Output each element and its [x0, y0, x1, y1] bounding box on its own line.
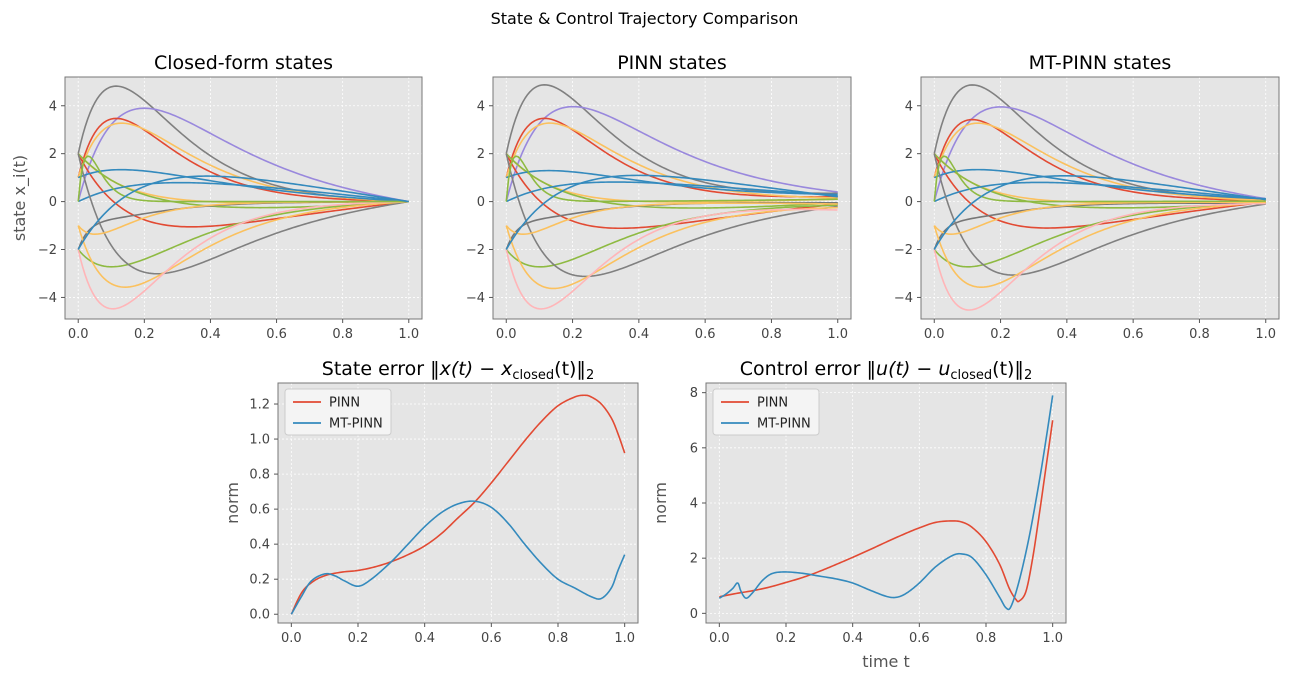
y-tick-label: 4 [905, 99, 913, 114]
y-tick-label: 2 [49, 147, 57, 162]
y-tick-label: 4 [690, 497, 698, 512]
y-tick-label: 0 [690, 607, 698, 622]
figure-suptitle: State & Control Trajectory Comparison [491, 9, 799, 28]
x-tick-label: 0.6 [481, 631, 502, 646]
x-tick-label: 0.4 [200, 327, 221, 342]
x-tick-label: 0.8 [332, 327, 353, 342]
x-tick-label: 0.6 [695, 327, 716, 342]
y-tick-label: 0.8 [249, 468, 270, 483]
y-tick-label: 2 [477, 147, 485, 162]
x-tick-label: 0.2 [348, 631, 369, 646]
x-tick-label: 0.2 [990, 327, 1011, 342]
x-axis-label: time t [862, 652, 910, 671]
x-tick-label: 1.0 [1042, 631, 1063, 646]
x-tick-label: 0.8 [761, 327, 782, 342]
y-tick-label: 0.0 [249, 608, 270, 623]
chart-title: Control error ‖u(t) − uclosed(t)‖2 [740, 358, 1032, 383]
y-tick-label: 0 [477, 195, 485, 210]
x-tick-label: 0.0 [281, 631, 302, 646]
legend-label: PINN [757, 396, 788, 411]
y-tick-label: 0.6 [249, 503, 270, 518]
chart-title: PINN states [617, 52, 727, 74]
x-tick-label: 0.0 [924, 327, 945, 342]
chart-state_err: 0.0 0.2 0.4 0.6 0.8 1.0 0.0 0.2 0.4 0.6 0.8 1.0 1.2 S… [223, 358, 638, 646]
plot-area [493, 77, 851, 319]
chart-title: State error ‖x(t) − xclosed(t)‖2 [322, 358, 594, 383]
legend: PINN MT-PINN [713, 389, 819, 435]
x-tick-label: 0.4 [1057, 327, 1078, 342]
y-tick-label: −2 [38, 243, 57, 258]
x-tick-label: 0.6 [266, 327, 287, 342]
x-tick-label: 0.4 [414, 631, 435, 646]
legend: PINN MT-PINN [285, 389, 391, 435]
y-tick-label: 0 [49, 195, 57, 210]
y-tick-label: 1.0 [249, 433, 270, 448]
y-tick-label: 4 [49, 99, 57, 114]
chart-closed: 0.0 0.2 0.4 0.6 0.8 1.0 −4 −2 0 2 4 Closed-form sta… [10, 52, 422, 342]
x-tick-label: 0.0 [496, 327, 517, 342]
x-tick-label: 1.0 [1255, 327, 1276, 342]
x-tick-label: 0.8 [548, 631, 569, 646]
x-tick-label: 0.4 [629, 327, 650, 342]
chart-pinn: 0.0 0.2 0.4 0.6 0.8 1.0 −4 −2 0 2 4 PINN states [466, 52, 851, 342]
x-tick-label: 0.0 [68, 327, 89, 342]
x-tick-label: 0.6 [1123, 327, 1144, 342]
y-tick-label: 1.2 [249, 398, 270, 413]
y-axis-label: norm [651, 482, 670, 524]
y-tick-label: 6 [690, 441, 698, 456]
y-axis-label: norm [223, 482, 242, 524]
x-tick-label: 0.8 [1189, 327, 1210, 342]
chart-title: MT-PINN states [1029, 52, 1172, 74]
x-tick-label: 0.6 [909, 631, 930, 646]
legend-label: MT-PINN [757, 417, 811, 432]
x-tick-label: 0.8 [976, 631, 997, 646]
legend-label: MT-PINN [329, 417, 383, 432]
chart-mtpinn: 0.0 0.2 0.4 0.6 0.8 1.0 −4 −2 0 2 4 MT-PINN states [894, 52, 1279, 342]
y-tick-label: 2 [690, 552, 698, 567]
x-tick-label: 1.0 [614, 631, 635, 646]
y-tick-label: 8 [690, 386, 698, 401]
x-tick-label: 1.0 [398, 327, 419, 342]
legend-label: PINN [329, 396, 360, 411]
y-tick-label: 0.2 [249, 573, 270, 588]
y-tick-label: −4 [466, 291, 485, 306]
x-tick-label: 0.0 [709, 631, 730, 646]
x-tick-label: 0.4 [842, 631, 863, 646]
y-tick-label: 0.4 [249, 538, 270, 553]
y-tick-label: −2 [466, 243, 485, 258]
x-tick-label: 0.2 [562, 327, 583, 342]
chart-control_err: 0.0 0.2 0.4 0.6 0.8 1.0 0 2 4 6 8 Control error ‖u(… [651, 358, 1066, 671]
chart-title: Closed-form states [154, 52, 333, 74]
y-tick-label: 2 [905, 147, 913, 162]
y-tick-label: 0 [905, 195, 913, 210]
x-tick-label: 1.0 [827, 327, 848, 342]
y-axis-label: state x_i(t) [10, 155, 30, 241]
y-tick-label: −4 [38, 291, 57, 306]
x-tick-label: 0.2 [776, 631, 797, 646]
y-tick-label: −4 [894, 291, 913, 306]
y-tick-label: −2 [894, 243, 913, 258]
y-tick-label: 4 [477, 99, 485, 114]
x-tick-label: 0.2 [134, 327, 155, 342]
